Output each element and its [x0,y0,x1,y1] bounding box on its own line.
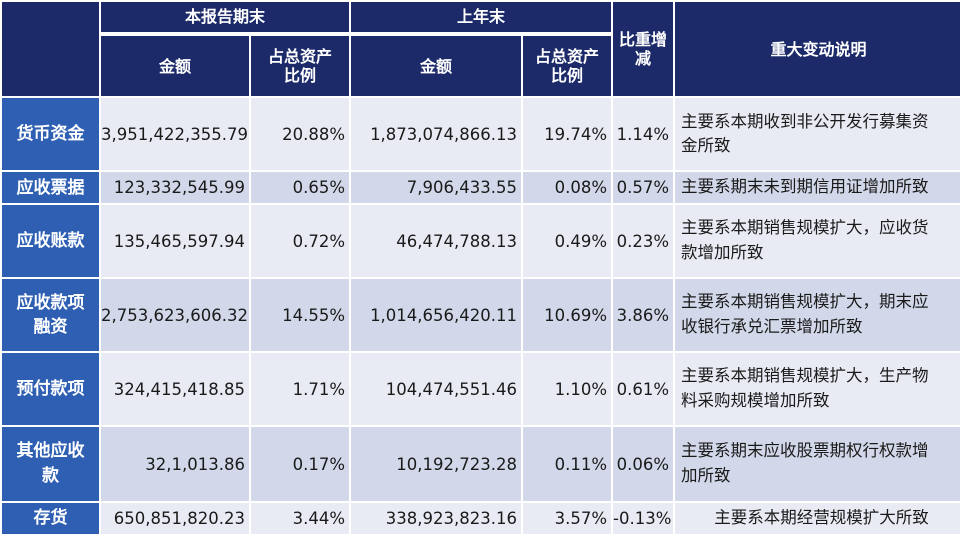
table-row: 应收账款 135,465,597.94 0.72% 46,474,788.13 … [2,205,960,278]
current-amount: 650,851,820.23 [101,503,249,534]
header-row-sub: 金额 占总资产 比例 金额 占总资产 比例 [2,33,960,97]
ratio-change: 0.61% [613,353,674,426]
change-explanation: 主要系本期销售规模扩大，应收货 款增加所致 [675,205,960,278]
prior-ratio: 0.11% [523,427,612,502]
change-explanation: 主要系本期经营规模扩大所致 [675,503,960,534]
current-ratio: 3.44% [251,503,350,534]
current-ratio: 0.17% [251,427,350,502]
current-amount: 3,951,422,355.79 [101,98,249,171]
ratio-change: -0.13% [613,503,674,534]
prior-amount: 7,906,433.55 [351,172,522,204]
prior-ratio: 0.08% [523,172,612,204]
table-row: 应收票据 123,332,545.99 0.65% 7,906,433.55 0… [2,172,960,204]
ratio-change: 0.06% [613,427,674,502]
row-label: 应收票据 [2,172,99,204]
prior-amount: 338,923,823.16 [351,503,522,534]
table-row: 其他应收 款 32,1,013.86 0.17% 10,192,723.28 0… [2,427,960,502]
prior-amount: 46,474,788.13 [351,205,522,278]
current-amount: 324,415,418.85 [101,353,249,426]
prior-amount: 1,014,656,420.11 [351,279,522,352]
current-ratio: 14.55% [251,279,350,352]
prior-amount: 10,192,723.28 [351,427,522,502]
header-current-ratio: 占总资产 比例 [251,33,350,97]
header-current-amount: 金额 [101,33,249,97]
current-amount: 135,465,597.94 [101,205,249,278]
current-ratio: 0.72% [251,205,350,278]
change-explanation: 主要系期末未到期信用证增加所致 [675,172,960,204]
header-change: 比重增 减 [613,2,674,97]
header-prior-amount: 金额 [351,33,522,97]
header-explanation: 重大变动说明 [675,2,960,97]
header-prior-ratio: 占总资产 比例 [523,33,612,97]
change-explanation: 主要系本期收到非公开发行募集资 金所致 [675,98,960,171]
header-current-period: 本报告期末 [101,2,350,32]
table-row: 存货 650,851,820.23 3.44% 338,923,823.16 3… [2,503,960,534]
prior-ratio: 19.74% [523,98,612,171]
current-amount: 2,753,623,606.32 [101,279,249,352]
prior-amount: 1,873,074,866.13 [351,98,522,171]
ratio-change: 0.57% [613,172,674,204]
row-label: 应收账款 [2,205,99,278]
row-label: 其他应收 款 [2,427,99,502]
ratio-change: 1.14% [613,98,674,171]
current-ratio: 1.71% [251,353,350,426]
change-explanation: 主要系本期销售规模扩大，生产物 料采购规模增加所致 [675,353,960,426]
row-label: 预付款项 [2,353,99,426]
row-label: 应收款项 融资 [2,279,99,352]
prior-ratio: 10.69% [523,279,612,352]
change-explanation: 主要系期末应收股票期权行权款增 加所致 [675,427,960,502]
prior-amount: 104,474,551.46 [351,353,522,426]
row-label: 存货 [2,503,99,534]
change-explanation: 主要系本期销售规模扩大，期末应 收银行承兑汇票增加所致 [675,279,960,352]
header-corner [2,2,99,97]
table-row: 预付款项 324,415,418.85 1.71% 104,474,551.46… [2,353,960,426]
prior-ratio: 1.10% [523,353,612,426]
ratio-change: 0.23% [613,205,674,278]
current-ratio: 20.88% [251,98,350,171]
prior-ratio: 0.49% [523,205,612,278]
prior-ratio: 3.57% [523,503,612,534]
ratio-change: 3.86% [613,279,674,352]
table-row: 货币资金 3,951,422,355.79 20.88% 1,873,074,8… [2,98,960,171]
current-ratio: 0.65% [251,172,350,204]
table-row: 应收款项 融资 2,753,623,606.32 14.55% 1,014,65… [2,279,960,352]
current-amount: 32,1,013.86 [101,427,249,502]
header-prior-year-end: 上年末 [351,2,612,32]
current-amount: 123,332,545.99 [101,172,249,204]
header-row-top: 本报告期末 上年末 比重增 减 重大变动说明 [2,2,960,97]
row-label: 货币资金 [2,98,99,171]
